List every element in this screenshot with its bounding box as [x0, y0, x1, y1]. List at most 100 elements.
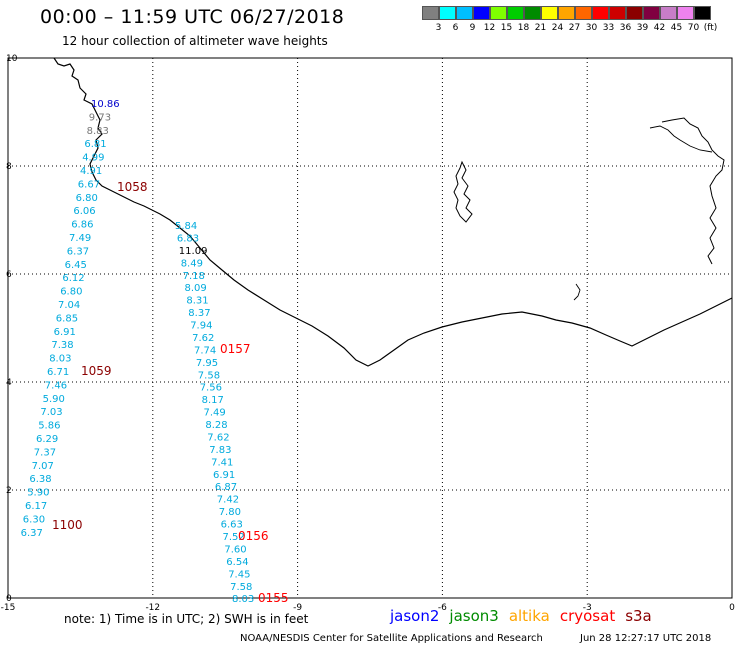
wave-height-value: 6.17 — [25, 501, 47, 512]
wave-height-value: 4.99 — [82, 153, 104, 164]
legend-label: 27 — [568, 23, 581, 33]
wave-height-value: 7.42 — [217, 495, 239, 506]
legend-label: 6 — [452, 23, 459, 33]
axis-ticks: -15 -12 -9 -6 -3 0 0 2 4 6 8 10 — [1, 54, 735, 613]
wave-height-value: 7.07 — [32, 461, 54, 472]
wave-height-value: 7.52 — [223, 532, 245, 543]
lake-volta — [453, 160, 473, 223]
map-title: 00:00 – 11:59 UTC 06/27/2018 — [40, 6, 345, 28]
legend-swatch — [490, 6, 507, 20]
wave-height-value: 8.03 — [49, 354, 71, 365]
legend-label: 9 — [469, 23, 476, 33]
wave-height-value: 7.38 — [51, 340, 73, 351]
generation-timestamp: Jun 28 12:27:17 UTC 2018 — [580, 633, 712, 644]
wave-height-value: 8.83 — [87, 126, 109, 137]
legend-label: (ft) — [703, 23, 718, 33]
wave-height-value: 8.09 — [185, 283, 207, 294]
x-tick-label: -3 — [583, 603, 592, 613]
legend-label: 12 — [483, 23, 496, 33]
wave-height-value: 7.49 — [204, 408, 226, 419]
wave-height-value: 6.86 — [71, 220, 93, 231]
y-tick-label: 6 — [6, 270, 12, 280]
wave-height-value: 6.38 — [29, 474, 51, 485]
wave-height-value: 11.09 — [179, 246, 208, 257]
pass-time-label: 1059 — [81, 364, 112, 378]
legend-swatch — [660, 6, 677, 20]
track-a-values: 10.86 9.73 8.83 6.81 4.99 4.91 6.67 6.80 6.06 6.8… — [21, 99, 120, 539]
wave-height-value: 7.18 — [183, 271, 205, 282]
track-b-values: 5.846.8311.098.497.188.098.318.377.947.6… — [175, 221, 254, 605]
wave-height-value: 7.56 — [200, 383, 222, 394]
legend-label: 42 — [653, 23, 666, 33]
coastline — [53, 57, 733, 367]
wave-height-value: 8.37 — [188, 308, 210, 319]
map-subtitle: 12 hour collection of altimeter wave hei… — [62, 34, 328, 48]
legend-label: 39 — [636, 23, 649, 33]
wave-height-value: 8.03 — [232, 594, 254, 605]
legend-swatch — [626, 6, 643, 20]
wave-height-value: 7.95 — [196, 358, 218, 369]
lake-kossou — [573, 283, 581, 301]
legend-swatch — [558, 6, 575, 20]
x-tick-label: -12 — [145, 603, 160, 613]
legend-label: 36 — [619, 23, 632, 33]
y-tick-label: 4 — [6, 378, 12, 388]
wave-height-value: 6.45 — [65, 260, 87, 271]
wave-height-value: 6.85 — [56, 313, 78, 324]
wave-height-value: 7.03 — [40, 407, 62, 418]
legend-swatch — [541, 6, 558, 20]
legend-swatch — [592, 6, 609, 20]
wave-height-value: 6.91 — [213, 470, 235, 481]
wave-height-value: 5.90 — [27, 488, 49, 499]
wave-height-value: 6.67 — [78, 179, 100, 190]
legend-swatch — [473, 6, 490, 20]
wave-height-value: 4.91 — [80, 166, 102, 177]
wave-height-value: 5.90 — [43, 394, 65, 405]
satellite-legend-item: s3a — [625, 607, 652, 625]
legend-label: 21 — [534, 23, 547, 33]
legend-swatch — [439, 6, 456, 20]
wave-height-value: 7.58 — [230, 582, 252, 593]
wave-height-value: 6.81 — [84, 139, 106, 150]
x-tick-label: -9 — [293, 603, 302, 613]
wave-height-value: 7.60 — [224, 544, 246, 555]
x-tick-label: 0 — [729, 603, 735, 613]
wave-height-value: 10.86 — [91, 99, 120, 110]
wave-height-value: 8.28 — [205, 420, 227, 431]
legend-swatch — [575, 6, 592, 20]
wave-height-value: 6.12 — [62, 273, 84, 284]
satellite-legend-item: jason3 — [449, 607, 499, 625]
satellite-legend: jason2 jason3 altika cryosat s3a — [390, 607, 662, 625]
x-tick-label: -15 — [1, 603, 16, 613]
wave-height-value: 6.71 — [47, 367, 69, 378]
pass-time-label: 0157 — [220, 342, 251, 356]
wave-height-value: 7.62 — [207, 432, 229, 443]
legend-label: 30 — [585, 23, 598, 33]
wave-height-value: 6.29 — [36, 434, 58, 445]
wave-height-value: 7.37 — [34, 447, 56, 458]
wave-height-value: 7.58 — [198, 370, 220, 381]
legend-swatch — [694, 6, 711, 20]
legend-swatch — [507, 6, 524, 20]
y-tick-label: 8 — [6, 162, 12, 172]
wave-height-value: 6.63 — [221, 520, 243, 531]
wave-height-value: 6.37 — [67, 246, 89, 257]
legend-label: 24 — [551, 23, 564, 33]
y-tick-label: 0 — [6, 594, 12, 604]
legend-label: 18 — [517, 23, 530, 33]
legend-swatch — [456, 6, 473, 20]
lake-kainji — [661, 117, 725, 265]
wave-height-value: 7.83 — [209, 445, 231, 456]
wave-height-value: 7.46 — [45, 380, 67, 391]
legend-swatch — [643, 6, 660, 20]
pass-time-label: 0155 — [258, 591, 289, 605]
wave-height-value: 6.80 — [60, 287, 82, 298]
wave-height-value: 5.84 — [175, 221, 197, 232]
wave-height-value: 5.86 — [38, 421, 60, 432]
wave-height-value: 6.87 — [215, 482, 237, 493]
units-note: note: 1) Time is in UTC; 2) SWH is in fe… — [64, 612, 309, 626]
y-tick-label: 2 — [6, 486, 12, 496]
wave-height-value: 6.83 — [177, 233, 199, 244]
wave-height-value: 8.17 — [202, 395, 224, 406]
